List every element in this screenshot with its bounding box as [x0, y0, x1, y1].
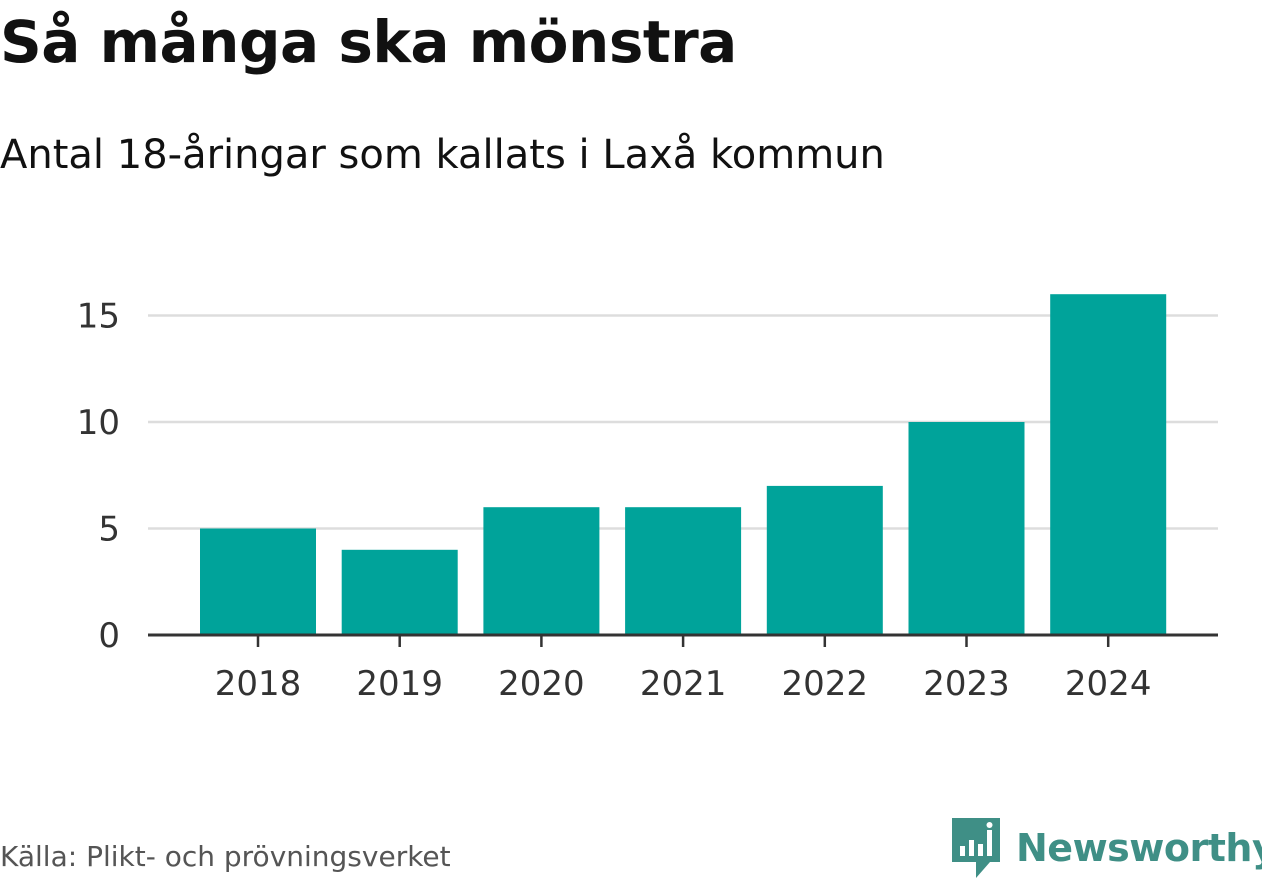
x-tick-label-2021: 2021: [640, 664, 727, 704]
brand-name: Newsworthy: [1016, 826, 1262, 870]
newsworthy-logo-icon: [952, 818, 1000, 878]
source-note: Källa: Plikt- och prövningsverket: [0, 840, 451, 873]
x-tick-label-2024: 2024: [1065, 664, 1152, 704]
x-tick-label-2020: 2020: [498, 664, 585, 704]
y-tick-label-15: 15: [77, 297, 120, 337]
bar-2020: [483, 507, 600, 635]
x-tick-label-2022: 2022: [782, 664, 869, 704]
x-tick-label-2023: 2023: [923, 664, 1010, 704]
y-tick-label-5: 5: [98, 510, 120, 550]
y-tick-label-0: 0: [98, 616, 120, 656]
x-tick-label-2018: 2018: [215, 664, 302, 704]
bar-2022: [766, 485, 883, 635]
bar-2018: [200, 528, 316, 635]
chart-title: Så många ska mönstra: [0, 8, 737, 76]
bar-2023: [908, 422, 1025, 635]
chart-subtitle: Antal 18-åringar som kallats i Laxå komm…: [0, 132, 885, 178]
bar-2024: [1050, 294, 1167, 635]
bar-2021: [625, 507, 742, 635]
brand-logo: Newsworthy: [952, 818, 1262, 878]
bar-2019: [341, 549, 458, 635]
y-tick-label-10: 10: [77, 403, 120, 443]
x-tick-label-2019: 2019: [356, 664, 443, 704]
